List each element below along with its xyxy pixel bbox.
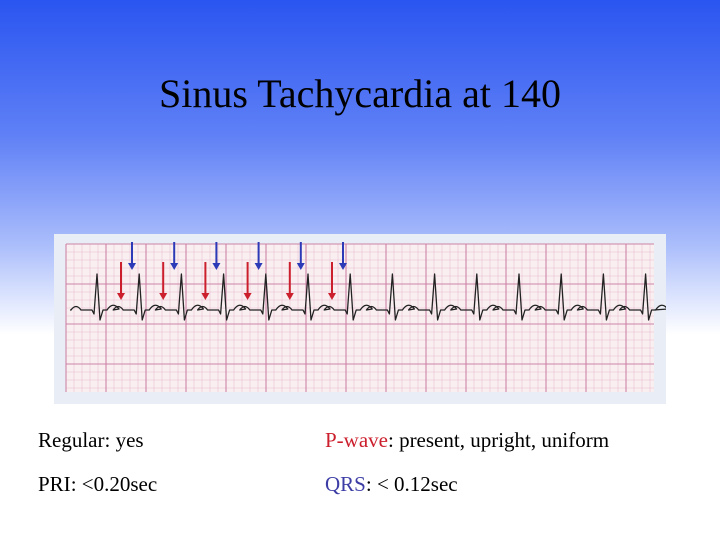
qrs-arrow-head bbox=[212, 263, 221, 270]
criterion-regular: Regular: yes bbox=[38, 428, 144, 453]
qrs-arrow-head bbox=[296, 263, 305, 270]
p-wave-arrow-head bbox=[159, 293, 168, 300]
p-wave-arrow-head bbox=[328, 293, 336, 300]
criterion-qrs-label: QRS bbox=[325, 472, 366, 496]
qrs-arrow-head bbox=[254, 263, 263, 270]
criterion-pri-label: PRI bbox=[38, 472, 71, 496]
p-wave-arrow-head bbox=[201, 293, 210, 300]
ecg-strip-image bbox=[65, 242, 666, 392]
criterion-regular-label: Regular bbox=[38, 428, 105, 452]
slide-title: Sinus Tachycardia at 140 bbox=[159, 71, 561, 116]
ecg-strip bbox=[54, 234, 666, 404]
qrs-arrow-head bbox=[339, 263, 347, 270]
p-wave-arrow-head bbox=[285, 293, 294, 300]
criterion-pwave: P-wave: present, upright, uniform bbox=[325, 428, 609, 453]
p-wave-arrow-head bbox=[243, 293, 252, 300]
qrs-arrow-head bbox=[128, 263, 136, 270]
criterion-qrs-value: : < 0.12sec bbox=[365, 472, 458, 496]
criterion-pwave-label: P-wave bbox=[325, 428, 388, 452]
criterion-regular-value: : yes bbox=[104, 428, 144, 452]
criterion-qrs: QRS: < 0.12sec bbox=[325, 472, 458, 497]
p-wave-arrow-head bbox=[117, 293, 125, 300]
ecg-trace bbox=[70, 273, 666, 321]
criterion-pri: PRI: <0.20sec bbox=[38, 472, 157, 497]
qrs-arrow-head bbox=[170, 263, 179, 270]
criterion-pwave-value: : present, upright, uniform bbox=[387, 428, 610, 452]
criterion-pri-value: : <0.20sec bbox=[70, 472, 158, 496]
